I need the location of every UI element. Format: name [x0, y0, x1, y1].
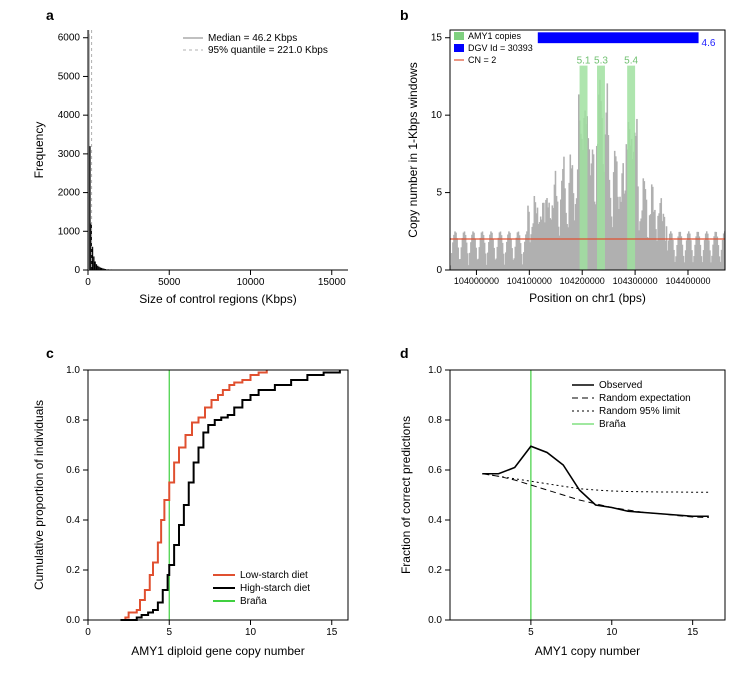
svg-text:4000: 4000	[58, 110, 81, 121]
panel-b-legend: AMY1 copies	[468, 31, 522, 41]
panel-c-legend: Braña	[240, 596, 267, 607]
panel-b-legend: CN = 2	[468, 55, 496, 65]
dgv-value: 4.6	[702, 38, 716, 49]
svg-text:5000: 5000	[58, 71, 81, 82]
panel-c-ylabel: Cumulative proportion of individuals	[32, 400, 46, 590]
svg-text:5: 5	[528, 627, 534, 638]
svg-text:0: 0	[85, 277, 91, 288]
panel-c-legend: Low-starch diet	[240, 570, 308, 581]
panel-a-median-label: Median = 46.2 Kbps	[208, 33, 297, 44]
panel-a-label: a	[46, 7, 54, 23]
svg-text:5: 5	[166, 627, 172, 638]
svg-text:15: 15	[431, 33, 443, 44]
panel-d-legend: Random expectation	[599, 393, 691, 404]
panel-d-xlabel: AMY1 copy number	[535, 644, 640, 658]
svg-text:0: 0	[85, 627, 91, 638]
panel-b-label: b	[400, 7, 409, 23]
panel-a-plot: 0 5000 10000 15000 0 1000 2000 3000 4000 5000 6000…	[32, 30, 348, 306]
svg-text:0.4: 0.4	[66, 515, 80, 526]
svg-text:104000000: 104000000	[454, 276, 499, 286]
svg-text:1.0: 1.0	[428, 365, 442, 376]
svg-text:0.8: 0.8	[66, 415, 80, 426]
svg-text:2000: 2000	[58, 188, 81, 199]
svg-text:1.0: 1.0	[66, 365, 80, 376]
svg-text:0.4: 0.4	[428, 515, 442, 526]
svg-text:15: 15	[326, 627, 338, 638]
panel-d-plot: 5 10 15 0.0 0.2 0.4 0.6 0.8 1.0 AMY1 copy number F…	[399, 365, 725, 658]
amy-label: 5.1	[577, 56, 591, 67]
svg-text:104400000: 104400000	[665, 276, 710, 286]
svg-text:0.2: 0.2	[66, 565, 80, 576]
svg-text:0.6: 0.6	[66, 465, 80, 476]
panel-d-ylabel: Fraction of correct predictions	[399, 416, 413, 574]
svg-text:0.0: 0.0	[428, 615, 442, 626]
panel-b-legend: DGV Id = 30393	[468, 43, 533, 53]
panel-d-legend: Braña	[599, 419, 626, 430]
panel-c-xlabel: AMY1 diploid gene copy number	[131, 644, 304, 658]
panel-d-legend: Observed	[599, 380, 642, 391]
svg-text:0.0: 0.0	[66, 615, 80, 626]
svg-text:10: 10	[606, 627, 618, 638]
panel-b-xlabel: Position on chr1 (bps)	[529, 291, 646, 305]
svg-text:5: 5	[436, 188, 442, 199]
amy-label: 5.4	[624, 56, 638, 67]
svg-text:0.6: 0.6	[428, 465, 442, 476]
svg-text:15: 15	[687, 627, 699, 638]
panel-b-ylabel: Copy number in 1-Kbps windows	[406, 62, 420, 237]
panel-a-ylabel: Frequency	[32, 122, 46, 179]
panel-a-xlabel: Size of control regions (Kbps)	[139, 292, 296, 306]
panel-c-legend: High-starch diet	[240, 583, 310, 594]
svg-text:3000: 3000	[58, 149, 81, 160]
svg-text:0: 0	[436, 265, 442, 276]
panel-c-label: c	[46, 345, 54, 361]
svg-text:10: 10	[245, 627, 257, 638]
svg-text:10: 10	[431, 110, 443, 121]
svg-text:0.2: 0.2	[428, 565, 442, 576]
svg-text:0.8: 0.8	[428, 415, 442, 426]
svg-text:5000: 5000	[158, 277, 181, 288]
panel-a-q95-label: 95% quantile = 221.0 Kbps	[208, 45, 328, 56]
svg-text:1000: 1000	[58, 226, 81, 237]
svg-text:10000: 10000	[237, 277, 265, 288]
panel-d-label: d	[400, 345, 409, 361]
svg-text:104100000: 104100000	[507, 276, 552, 286]
svg-text:104300000: 104300000	[613, 276, 658, 286]
amy-label: 5.3	[594, 56, 608, 67]
svg-text:104200000: 104200000	[560, 276, 605, 286]
panel-b-plot: 5.15.3 5.4 4.6 104000000 104100000 104200000 1…	[406, 30, 726, 305]
panel-c-plot: 0 5 10 15 0.0 0.2 0.4 0.6 0.8 1.0 AMY1 diploid gen…	[32, 365, 348, 658]
panel-d-legend: Random 95% limit	[599, 406, 680, 417]
svg-text:6000: 6000	[58, 33, 81, 44]
svg-text:15000: 15000	[318, 277, 346, 288]
svg-text:0: 0	[74, 265, 80, 276]
